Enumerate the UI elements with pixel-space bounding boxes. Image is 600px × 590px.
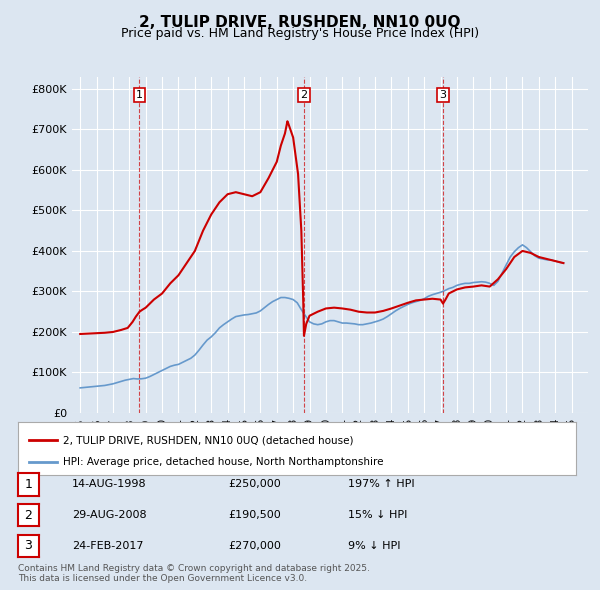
Text: 29-AUG-2008: 29-AUG-2008 — [72, 510, 146, 520]
Text: Contains HM Land Registry data © Crown copyright and database right 2025.
This d: Contains HM Land Registry data © Crown c… — [18, 563, 370, 583]
Text: 9% ↓ HPI: 9% ↓ HPI — [348, 541, 401, 550]
Text: 3: 3 — [440, 90, 446, 100]
Text: 14-AUG-1998: 14-AUG-1998 — [72, 480, 146, 489]
Text: 2: 2 — [25, 509, 32, 522]
Text: 24-FEB-2017: 24-FEB-2017 — [72, 541, 143, 550]
Text: 2, TULIP DRIVE, RUSHDEN, NN10 0UQ (detached house): 2, TULIP DRIVE, RUSHDEN, NN10 0UQ (detac… — [62, 435, 353, 445]
Text: £190,500: £190,500 — [228, 510, 281, 520]
Text: 197% ↑ HPI: 197% ↑ HPI — [348, 480, 415, 489]
Text: 2: 2 — [301, 90, 308, 100]
Text: £250,000: £250,000 — [228, 480, 281, 489]
Text: 1: 1 — [136, 90, 143, 100]
Text: 1: 1 — [25, 478, 32, 491]
Text: 3: 3 — [25, 539, 32, 552]
Text: 2, TULIP DRIVE, RUSHDEN, NN10 0UQ: 2, TULIP DRIVE, RUSHDEN, NN10 0UQ — [139, 15, 461, 30]
Text: 15% ↓ HPI: 15% ↓ HPI — [348, 510, 407, 520]
Text: Price paid vs. HM Land Registry's House Price Index (HPI): Price paid vs. HM Land Registry's House … — [121, 27, 479, 40]
Text: HPI: Average price, detached house, North Northamptonshire: HPI: Average price, detached house, Nort… — [62, 457, 383, 467]
Text: £270,000: £270,000 — [228, 541, 281, 550]
